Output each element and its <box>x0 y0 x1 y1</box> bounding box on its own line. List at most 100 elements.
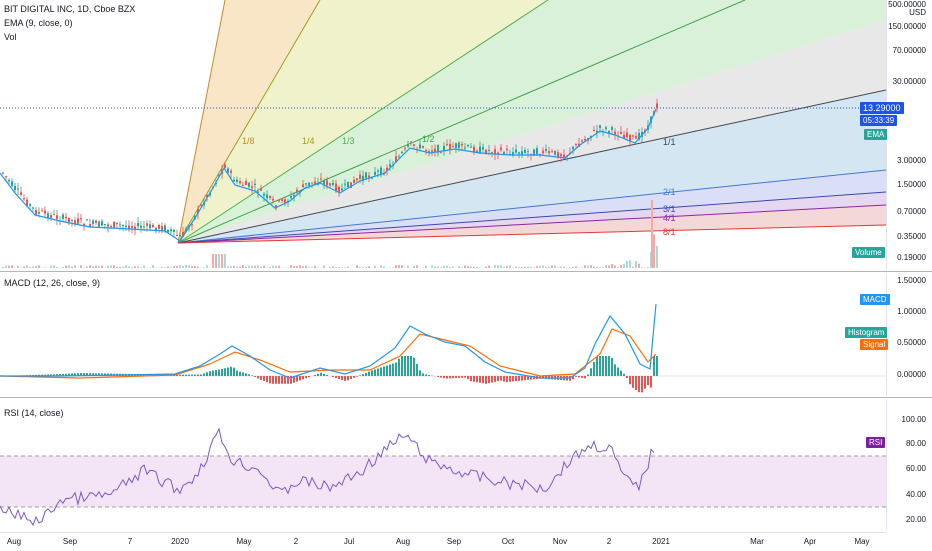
histogram-bar <box>512 376 514 381</box>
histogram-bar <box>449 376 451 378</box>
histogram-bar <box>632 376 634 388</box>
histogram-bar <box>278 376 280 384</box>
volume-bar <box>29 267 31 268</box>
candle-body <box>164 225 166 230</box>
volume-bar <box>503 267 505 268</box>
candle-body <box>407 145 409 147</box>
rsi-chart-canvas[interactable] <box>0 400 886 530</box>
histogram-bar <box>458 376 460 378</box>
histogram-bar <box>335 376 337 378</box>
candle-body <box>545 149 547 151</box>
time-axis[interactable]: Aug Sep 7 2020 May 2 Jul Aug Sep Oct Nov… <box>0 532 886 551</box>
volume-bar <box>89 265 91 268</box>
histogram-bar <box>455 376 457 378</box>
fan-label-4-1: 4/1 <box>663 213 676 223</box>
volume-bar <box>653 234 655 268</box>
pane-separator[interactable] <box>0 397 932 398</box>
candle-body <box>620 132 622 134</box>
histogram-bar <box>257 376 259 378</box>
candle-body <box>542 151 544 154</box>
candle-body <box>281 199 283 201</box>
price-pane[interactable]: BIT DIGITAL INC, 1D, Cboe BZX EMA (9, cl… <box>0 0 932 270</box>
price-chart-canvas[interactable] <box>0 0 886 270</box>
macd-pane[interactable]: MACD (12, 26, close, 9) 1.50000 1.00000 … <box>0 274 932 396</box>
volume-bar <box>26 265 28 268</box>
candle-body <box>143 226 145 227</box>
histogram-bar <box>638 376 640 392</box>
candle-body <box>20 192 22 195</box>
pane-separator[interactable] <box>0 271 932 272</box>
histogram-bar <box>200 375 202 376</box>
vol-legend[interactable]: Vol <box>4 32 17 42</box>
volume-bar <box>233 266 235 268</box>
volume-bar <box>182 266 184 268</box>
volume-bar <box>470 267 472 268</box>
histogram-bar <box>428 375 430 376</box>
candle-body <box>626 132 628 137</box>
time-label: Oct <box>502 537 514 546</box>
macd-axis[interactable]: 1.50000 1.00000 0.50000 0.00000 <box>886 274 932 396</box>
volume-bar <box>185 265 187 268</box>
volume-bar <box>299 265 301 268</box>
candle-body <box>413 144 415 145</box>
histogram-bar <box>395 363 397 376</box>
candle-body <box>305 183 307 184</box>
candle-body <box>374 172 376 175</box>
volume-bar <box>221 254 223 268</box>
rsi-tick: 20.00 <box>906 515 926 524</box>
volume-bar <box>515 267 517 268</box>
time-label: Aug <box>396 537 410 546</box>
histogram-bar <box>215 370 217 376</box>
volume-bar <box>257 265 259 268</box>
macd-line[interactable] <box>0 304 656 378</box>
histogram-bar <box>368 372 370 376</box>
histogram-bar <box>593 362 595 376</box>
symbol-title[interactable]: BIT DIGITAL INC, 1D, Cboe BZX <box>4 4 135 14</box>
volume-bar <box>542 266 544 268</box>
rsi-axis[interactable]: 100.00 80.00 60.00 40.00 20.00 <box>886 400 932 530</box>
ema-legend[interactable]: EMA (9, close, 0) <box>4 18 73 28</box>
histogram-bar <box>338 376 340 379</box>
candle-body <box>551 151 553 152</box>
volume-bar <box>593 267 595 268</box>
volume-bar <box>92 266 94 268</box>
candle-body <box>359 175 361 179</box>
volume-bar <box>617 267 619 268</box>
histogram-bar <box>419 370 421 376</box>
candle-body <box>173 230 175 232</box>
histogram-bar <box>410 356 412 376</box>
volume-bar <box>473 267 475 268</box>
signal-line[interactable] <box>0 329 656 378</box>
macd-legend[interactable]: MACD (12, 26, close, 9) <box>4 278 100 288</box>
volume-bar <box>311 267 313 268</box>
candle-body <box>137 223 139 226</box>
volume-bar <box>509 265 511 268</box>
histogram-bar <box>650 376 652 388</box>
macd-chart-canvas[interactable] <box>0 274 886 396</box>
volume-bar <box>629 260 631 268</box>
histogram-bar <box>470 376 472 381</box>
volume-bar <box>476 267 478 268</box>
volume-bar <box>242 265 244 268</box>
candle-body <box>158 225 160 229</box>
candle-body <box>239 181 241 183</box>
candle-body <box>293 195 295 196</box>
volume-bar <box>554 266 556 268</box>
volume-bar <box>506 266 508 268</box>
volume-bar <box>383 266 385 268</box>
rsi-pane[interactable]: RSI (14, close) 100.00 80.00 60.00 40.00… <box>0 400 932 530</box>
volume-bar <box>116 267 118 268</box>
volume-bar <box>191 266 193 268</box>
rsi-legend[interactable]: RSI (14, close) <box>4 408 64 418</box>
volume-bar <box>452 267 454 268</box>
candle-body <box>251 186 253 188</box>
candle-body <box>14 186 16 190</box>
histogram-bar <box>476 376 478 382</box>
volume-bar <box>572 267 574 268</box>
candle-body <box>65 217 67 218</box>
price-axis[interactable]: 500.00000 USD 150.00000 70.00000 30.0000… <box>886 0 932 270</box>
histogram-bar <box>479 376 481 383</box>
histogram-bar <box>227 368 229 376</box>
candle-body <box>527 151 529 152</box>
volume-bar <box>32 267 34 268</box>
